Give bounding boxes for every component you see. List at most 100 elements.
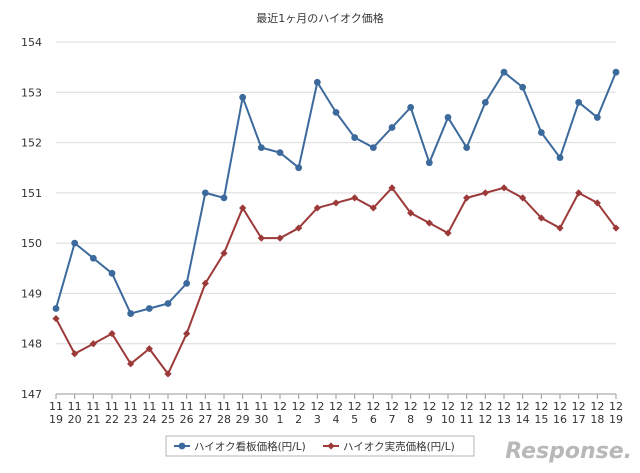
legend: ハイオク看板価格(円/L) ハイオク実売価格(円/L) xyxy=(165,435,475,457)
x-tick-label-month: 11 xyxy=(254,400,268,413)
x-tick-label-month: 12 xyxy=(553,400,567,413)
x-tick-label-month: 12 xyxy=(441,400,455,413)
data-point xyxy=(612,68,620,76)
data-point xyxy=(407,103,415,111)
x-tick-label-month: 12 xyxy=(609,400,623,413)
data-point xyxy=(164,370,172,378)
x-tick-label-day: 26 xyxy=(180,413,194,426)
grid-lines xyxy=(56,41,616,395)
data-point xyxy=(481,98,489,106)
data-point xyxy=(295,164,303,172)
x-tick-label-day: 30 xyxy=(254,413,268,426)
data-point xyxy=(425,159,433,167)
y-tick-label: 154 xyxy=(21,36,42,49)
x-tick-label-month: 12 xyxy=(310,400,324,413)
legend-box xyxy=(165,435,475,457)
x-tick-label-month: 12 xyxy=(366,400,380,413)
x-tick-label-month: 12 xyxy=(460,400,474,413)
y-tick-label: 153 xyxy=(21,86,42,99)
data-point xyxy=(108,330,116,338)
y-tick-label: 150 xyxy=(21,237,42,250)
x-tick-label-day: 4 xyxy=(333,413,340,426)
x-tick-label-day: 16 xyxy=(553,413,567,426)
x-tick-label-month: 11 xyxy=(68,400,82,413)
data-point xyxy=(52,314,60,323)
x-tick-label-month: 11 xyxy=(124,400,138,413)
x-tick-label-day: 18 xyxy=(590,413,604,426)
data-point xyxy=(463,144,471,152)
x-tick-label-day: 28 xyxy=(217,413,231,426)
data-point xyxy=(388,124,396,131)
legend-label: ハイオク実売価格(円/L) xyxy=(343,440,455,453)
x-tick-label-month: 11 xyxy=(217,400,231,413)
data-point xyxy=(425,219,433,227)
series-line xyxy=(55,186,617,375)
legend-marker xyxy=(327,442,335,450)
x-tick-label-day: 25 xyxy=(161,413,175,426)
data-point xyxy=(108,269,116,277)
x-tick-label-month: 11 xyxy=(161,400,175,413)
data-point xyxy=(276,234,284,242)
legend-label: ハイオク看板価格(円/L) xyxy=(194,440,306,453)
data-point xyxy=(444,114,452,121)
series-2 xyxy=(52,184,620,378)
x-tick-label-day: 17 xyxy=(572,413,586,426)
x-tick-label-month: 12 xyxy=(497,400,511,413)
data-point xyxy=(593,114,601,121)
data-point xyxy=(89,254,97,262)
data-point xyxy=(127,360,135,368)
y-tick-label: 152 xyxy=(21,137,42,150)
data-point xyxy=(612,224,620,232)
x-tick-label-month: 12 xyxy=(422,400,436,413)
data-point xyxy=(575,189,583,197)
data-point xyxy=(201,189,209,197)
data-point xyxy=(519,83,527,91)
data-point xyxy=(500,184,508,192)
x-tick-label-day: 19 xyxy=(609,413,623,426)
data-point xyxy=(183,330,191,338)
y-tick-label: 148 xyxy=(21,338,42,351)
x-tick-label-day: 6 xyxy=(370,413,377,426)
data-point xyxy=(593,199,601,207)
data-point xyxy=(481,189,489,197)
data-point xyxy=(71,350,79,358)
chart-title: 最近1ヶ月のハイオク価格 xyxy=(256,11,384,25)
x-tick-label-month: 12 xyxy=(516,400,530,413)
data-point xyxy=(257,144,265,152)
data-point xyxy=(519,194,527,202)
watermark-logo-text: Response. xyxy=(505,439,632,464)
data-point xyxy=(145,345,153,353)
x-tick-label-day: 7 xyxy=(389,413,396,426)
x-tick-label-month: 12 xyxy=(348,400,362,413)
data-point xyxy=(276,149,284,157)
x-tick-label-day: 22 xyxy=(105,413,119,426)
x-tick-label-day: 8 xyxy=(407,413,414,426)
data-point xyxy=(164,300,172,307)
x-tick-label-month: 12 xyxy=(534,400,548,413)
data-point xyxy=(201,279,209,287)
data-point xyxy=(407,209,415,217)
data-point xyxy=(220,194,228,202)
data-point xyxy=(127,310,135,317)
data-point xyxy=(89,340,97,348)
x-tick-label-day: 3 xyxy=(314,413,321,426)
x-tick-label-day: 27 xyxy=(198,413,212,426)
series-group xyxy=(52,68,620,378)
x-tick-label-day: 15 xyxy=(534,413,548,426)
x-tick-label-month: 11 xyxy=(180,400,194,413)
data-point xyxy=(388,184,396,192)
x-tick-label-day: 20 xyxy=(68,413,82,426)
x-tick-label-month: 12 xyxy=(478,400,492,413)
x-tick-label-month: 12 xyxy=(273,400,287,413)
data-point xyxy=(351,134,359,141)
x-tick-label-month: 11 xyxy=(198,400,212,413)
x-tick-label-day: 29 xyxy=(236,413,250,426)
data-point xyxy=(239,204,247,212)
data-point xyxy=(575,98,583,106)
data-point xyxy=(220,249,228,257)
data-point xyxy=(145,305,153,312)
x-tick-label-day: 19 xyxy=(49,413,63,426)
x-tick-label-day: 11 xyxy=(460,413,474,426)
x-tick-label-month: 12 xyxy=(385,400,399,413)
